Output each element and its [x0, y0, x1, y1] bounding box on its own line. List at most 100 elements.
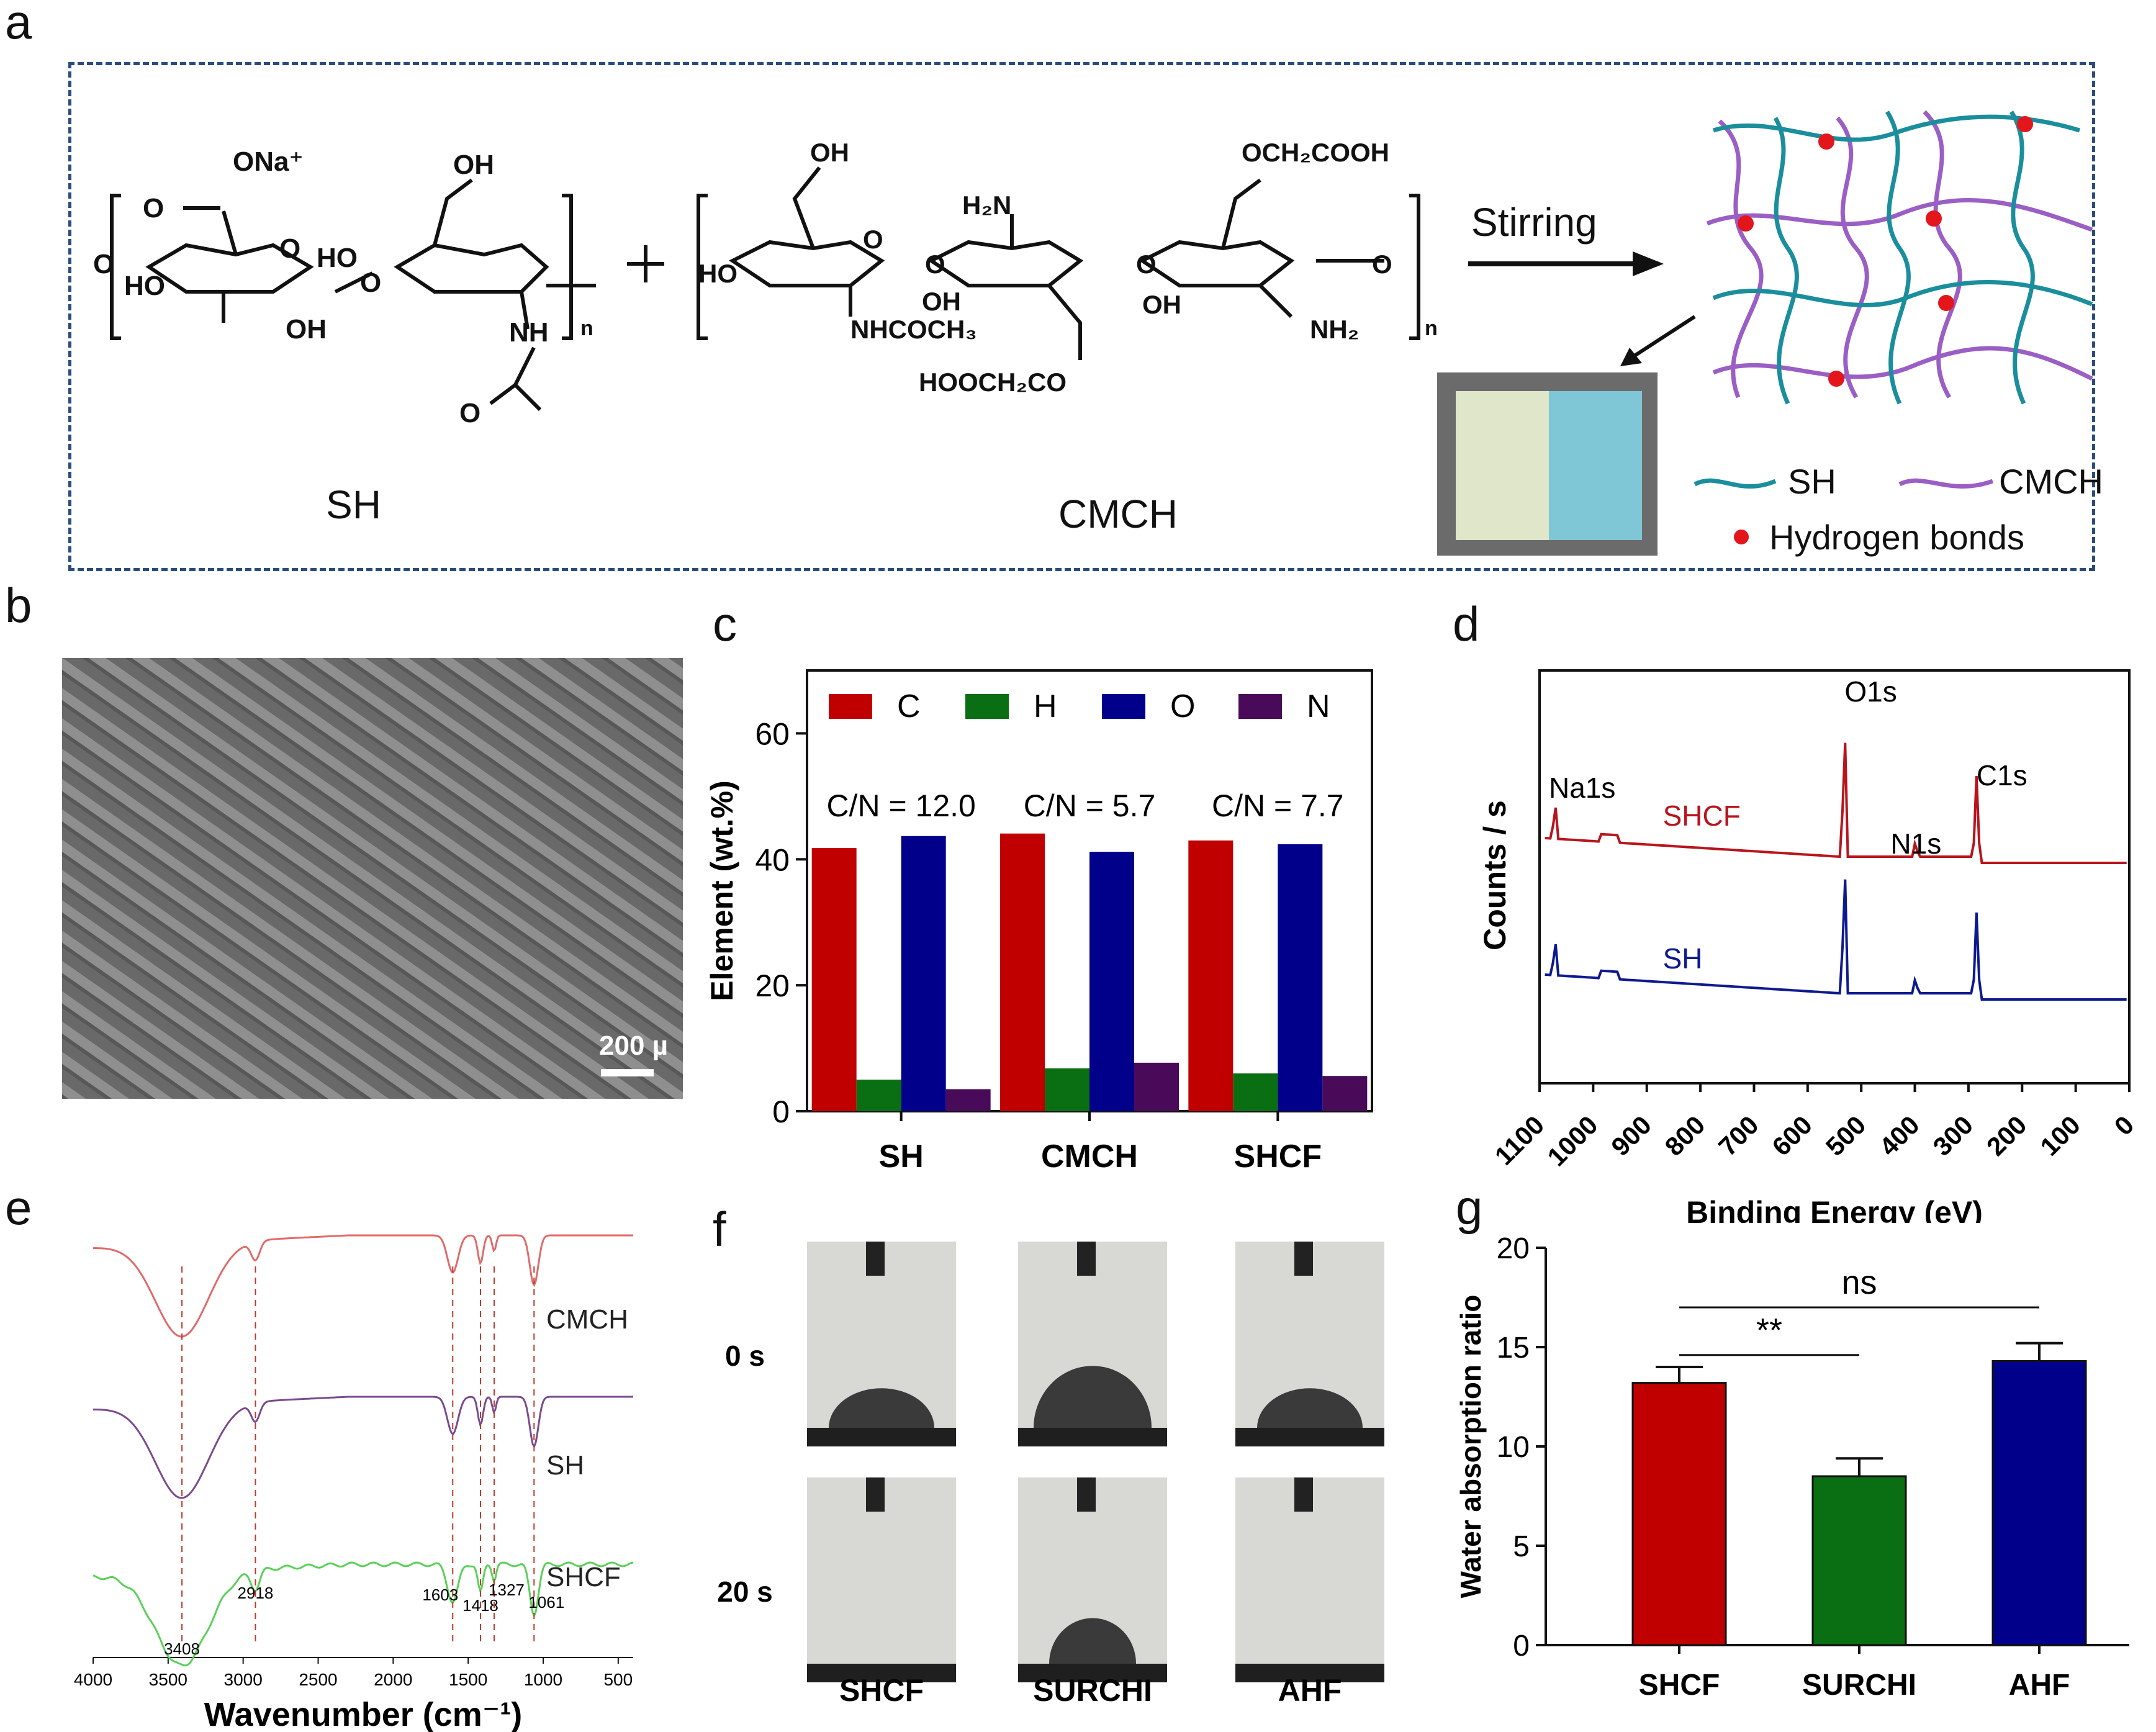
- cmch-nh2: NH₂: [1310, 315, 1359, 344]
- xps-trace-SH: [1545, 879, 2127, 1001]
- needle: [1294, 1477, 1313, 1512]
- xps-trace-SHCF: [1545, 742, 2127, 864]
- cmch-nhcoch3: NHCOCH₃: [850, 315, 977, 344]
- peak-label-Na1s: Na1s: [1549, 772, 1615, 804]
- bar-O-SHCF: [1278, 844, 1323, 1111]
- sh-o-left: O: [93, 249, 114, 279]
- droplet: [1257, 1388, 1363, 1428]
- x-tick-label: 100: [2034, 1110, 2086, 1161]
- scale-bar-label: 200 µ: [599, 1031, 668, 1061]
- substrate: [1235, 1664, 1384, 1682]
- contact-angle-photos: 0 s 20 s SHCF SURCHI AHF: [717, 1242, 1384, 1708]
- legend-label-C: C: [897, 688, 921, 724]
- x-tick-label: 1000: [1541, 1110, 1603, 1171]
- x-tick-label: 600: [1766, 1110, 1818, 1161]
- y-tick-label: 15: [1497, 1332, 1530, 1364]
- x-tick-label: 2000: [374, 1670, 412, 1689]
- cmch-n: n: [1425, 317, 1438, 340]
- x-tick-label: 1100: [1489, 1110, 1550, 1171]
- cmch-bridge-o1: O: [925, 250, 945, 279]
- series-label-SHCF: SHCF: [546, 1562, 621, 1592]
- droplet: [1034, 1366, 1152, 1428]
- y-tick-label: 5: [1513, 1530, 1530, 1563]
- sh-nh: NH: [509, 317, 549, 348]
- sh-ho-left: HO: [124, 271, 165, 301]
- bar-N-SH: [945, 1089, 991, 1111]
- bar-C-SH: [811, 848, 857, 1111]
- y-axis-label: Element (wt.%): [705, 780, 739, 1001]
- cn-annotation: C/N = 12.0: [826, 788, 975, 823]
- x-tick-label: 800: [1659, 1110, 1711, 1161]
- sh-name: SH: [326, 482, 381, 527]
- bar-H-CMCH: [1045, 1068, 1089, 1111]
- legend-hbond: Hydrogen bonds: [1769, 518, 2024, 557]
- droplet-photo: [807, 1477, 956, 1682]
- plot-frame: [1538, 669, 2131, 1085]
- bar-C-CMCH: [1000, 833, 1045, 1111]
- peak-label-1327: 1327: [489, 1581, 525, 1599]
- legend-swatch-H: [965, 694, 1009, 719]
- panel-label-a: a: [5, 0, 32, 49]
- x-tick-label: 400: [1874, 1110, 1925, 1161]
- cmch-h2n: H₂N: [962, 191, 1011, 220]
- bar-AHF: [1991, 1360, 2087, 1646]
- series-label-SH: SH: [546, 1450, 584, 1481]
- peak-label-1061: 1061: [528, 1593, 564, 1612]
- peak-label-1603: 1603: [422, 1585, 458, 1604]
- droplet-photo: [1235, 1477, 1384, 1682]
- sh-acetyl-o: O: [459, 398, 480, 428]
- legend-cmch: CMCH: [1999, 462, 2103, 501]
- bar-O-SH: [901, 836, 946, 1111]
- sh-oh-bottom: OH: [286, 314, 327, 345]
- cmch-ring-o1: O: [863, 225, 883, 254]
- series-label-SHCF: SHCF: [1663, 800, 1741, 832]
- y-tick-label: 0: [1513, 1630, 1530, 1662]
- ftir-trace-SH: [92, 1396, 633, 1499]
- cmch-oh-right: OH: [1142, 290, 1181, 319]
- substrate: [1235, 1428, 1384, 1446]
- legend-label-O: O: [1170, 688, 1195, 724]
- bar-H-SHCF: [1233, 1073, 1278, 1111]
- substrate: [1018, 1664, 1167, 1682]
- legend-sh: SH: [1788, 462, 1836, 501]
- droplet: [829, 1388, 934, 1428]
- x-tick-label: 4000: [74, 1670, 112, 1689]
- x-tick-label: AHF: [2009, 1669, 2070, 1702]
- x-tick-label: 200: [1981, 1110, 2032, 1161]
- bar-SURCHI: [1811, 1475, 1907, 1646]
- x-tick-label: 500: [1820, 1110, 1872, 1161]
- legend-label-N: N: [1307, 688, 1330, 724]
- x-tick-label: SHCF: [1234, 1139, 1322, 1175]
- row-label: 0 s: [725, 1340, 765, 1372]
- sig-label: **: [1756, 1312, 1782, 1349]
- x-tick-label: 1000: [524, 1670, 562, 1689]
- y-tick-label: 10: [1497, 1431, 1530, 1464]
- y-tick-label: 20: [1497, 1232, 1530, 1265]
- x-tick-label: 3000: [224, 1670, 263, 1689]
- ftir-chart: 4000 3500 3000 2500 2000 1500 1000 500 Wavenumbe…: [74, 1234, 634, 1732]
- legend-swatch-C: [829, 694, 872, 719]
- bar-SHCF: [1631, 1382, 1727, 1646]
- cmch-name: CMCH: [1058, 492, 1178, 536]
- y-tick-label: 60: [755, 716, 790, 751]
- y-tick-label: 40: [755, 842, 790, 877]
- panel-label-e: e: [5, 1180, 32, 1235]
- x-tick-label: 700: [1713, 1110, 1764, 1161]
- ftir-trace-CMCH: [92, 1234, 633, 1338]
- sem-image: [62, 658, 683, 1099]
- x-tick-label: 900: [1605, 1110, 1657, 1161]
- legend-swatch-O: [1102, 694, 1145, 719]
- sig-label: ns: [1841, 1264, 1877, 1301]
- x-tick-label: 0: [2109, 1110, 2140, 1141]
- substrate: [1018, 1428, 1167, 1446]
- scale-bar: [601, 1069, 654, 1076]
- needle: [1077, 1242, 1096, 1276]
- x-tick-label: 2500: [299, 1670, 337, 1689]
- y-axis-label: Water absorption ratio: [1455, 1295, 1487, 1599]
- bar-C-SHCF: [1188, 840, 1234, 1111]
- needle: [1077, 1477, 1096, 1512]
- droplet-photo: [1235, 1242, 1384, 1446]
- sh-o-carbonyl: O: [143, 193, 164, 223]
- bar-O-CMCH: [1089, 852, 1134, 1111]
